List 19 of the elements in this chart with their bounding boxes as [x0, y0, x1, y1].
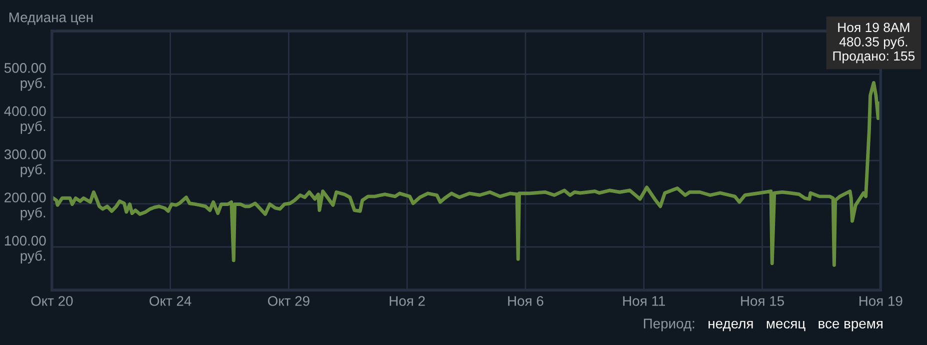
y-tick-label: 500.00 руб. [4, 63, 46, 91]
annotation: Ноя 19 8AM 480.35 руб. Продано: 155 [833, 22, 915, 64]
x-tick-label: Окт 24 [150, 296, 192, 306]
x-tick-label: Окт 20 [31, 296, 73, 306]
chart-title: Медиана цен [9, 12, 93, 25]
x-tick-label: Ноя 2 [390, 296, 425, 306]
text: месяц [766, 320, 806, 332]
x-tick-label: Ноя 15 [741, 296, 784, 306]
text: Период: [644, 318, 694, 332]
x-tick-label: Ноя 19 [860, 296, 902, 306]
y-tick-label: 300.00 руб. [4, 149, 46, 178]
x-tick-label: Ноя 6 [508, 296, 544, 306]
text: неделя [708, 320, 753, 332]
text: все время [818, 320, 882, 332]
x-tick-label: Окт 29 [268, 296, 310, 306]
y-tick-label: 200.00 руб. [4, 192, 46, 220]
y-tick-label: 400.00 руб. [4, 106, 46, 134]
y-tick-label: 100.00 руб. [4, 236, 46, 264]
x-tick-label: Ноя 11 [623, 296, 665, 306]
